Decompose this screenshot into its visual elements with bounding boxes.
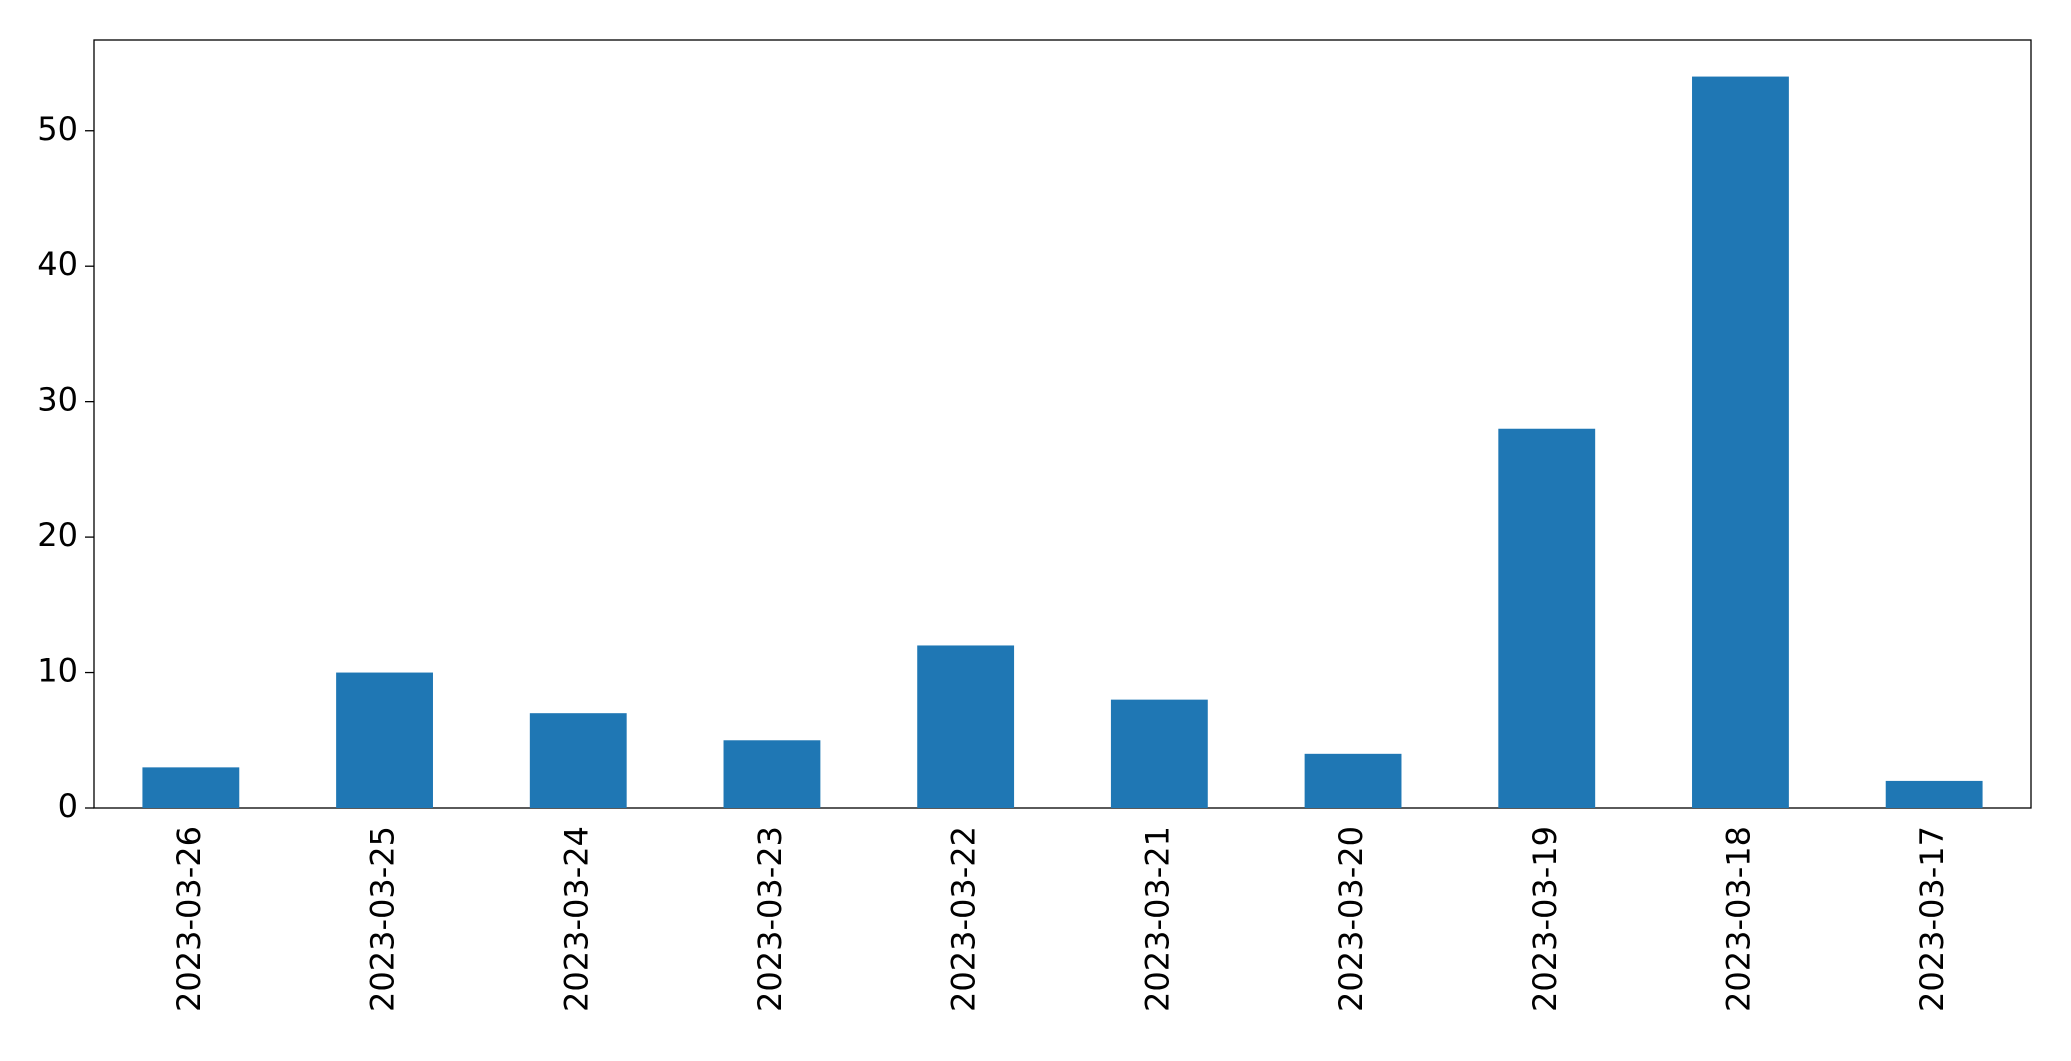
bar bbox=[1498, 428, 1596, 808]
x-tick-label: 2023-03-21 bbox=[1138, 826, 1176, 1012]
y-tick-label: 30 bbox=[37, 381, 78, 419]
bar bbox=[529, 713, 627, 808]
x-tick-label: 2023-03-17 bbox=[1913, 826, 1951, 1012]
bar bbox=[1885, 780, 1983, 808]
bar bbox=[1304, 753, 1402, 808]
bar bbox=[142, 767, 240, 808]
bar bbox=[1110, 699, 1208, 808]
x-tick-label: 2023-03-23 bbox=[751, 826, 789, 1012]
x-tick-label: 2023-03-20 bbox=[1332, 826, 1370, 1012]
x-tick-label: 2023-03-22 bbox=[945, 826, 983, 1012]
x-tick-label: 2023-03-18 bbox=[1719, 826, 1757, 1012]
y-tick-label: 20 bbox=[37, 516, 78, 554]
bar bbox=[723, 740, 821, 808]
bar bbox=[336, 672, 433, 808]
y-tick-label: 50 bbox=[37, 110, 78, 148]
x-tick-label: 2023-03-25 bbox=[364, 826, 402, 1012]
bar bbox=[1692, 76, 1789, 809]
bar bbox=[917, 645, 1015, 808]
x-tick-label: 2023-03-19 bbox=[1526, 826, 1564, 1012]
axes-frame bbox=[93, 39, 2032, 809]
x-tick-label: 2023-03-26 bbox=[170, 826, 208, 1012]
y-tick-label: 40 bbox=[37, 245, 78, 283]
x-tick-label: 2023-03-24 bbox=[557, 826, 595, 1012]
y-tick-label: 10 bbox=[37, 652, 78, 690]
y-tick-label: 0 bbox=[58, 787, 78, 825]
